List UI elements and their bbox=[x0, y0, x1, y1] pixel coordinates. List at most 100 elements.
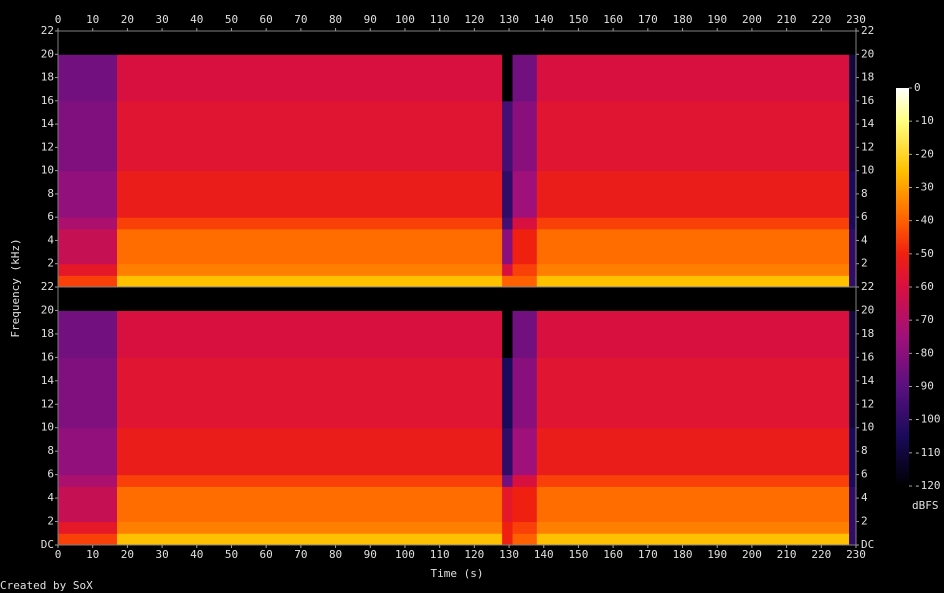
spectrogram-cell bbox=[502, 427, 514, 476]
spectrogram-cell bbox=[58, 275, 118, 288]
spectrogram-cell bbox=[58, 228, 118, 265]
spectrogram-cell bbox=[502, 100, 514, 172]
y-tick-label: 18 bbox=[41, 71, 54, 84]
x-axis-label: Time (s) bbox=[431, 567, 484, 580]
spectrogram-cell bbox=[58, 170, 118, 218]
y-tick-label: 14 bbox=[41, 117, 55, 130]
spectrogram-cell bbox=[512, 533, 538, 546]
x-tick-label-top: 60 bbox=[260, 13, 273, 26]
y-tick-label: 10 bbox=[41, 164, 54, 177]
colorbar-tick-label: -10 bbox=[914, 114, 934, 127]
y-tick-label: 8 bbox=[47, 187, 54, 200]
spectrogram-cell bbox=[58, 521, 118, 534]
y-tick-label-right: 6 bbox=[861, 468, 868, 481]
x-tick-label: 140 bbox=[534, 548, 554, 561]
y-tick-label-right: 16 bbox=[861, 350, 874, 363]
spectrogram-cell bbox=[116, 54, 503, 102]
colorbar-tick-label: -60 bbox=[914, 280, 934, 293]
spectrogram-cell bbox=[502, 287, 514, 311]
spectrogram-cell bbox=[116, 533, 503, 546]
y-tick-label-right: 12 bbox=[861, 397, 874, 410]
y-tick-label-right: 16 bbox=[861, 94, 874, 107]
spectrogram-cell bbox=[116, 287, 503, 311]
spectrogram-cell bbox=[502, 521, 514, 534]
spectrogram-cell bbox=[116, 275, 503, 288]
spectrogram-cell bbox=[536, 287, 850, 311]
colorbar-tick-label: -80 bbox=[914, 346, 934, 359]
x-tick-label-top: 190 bbox=[707, 13, 727, 26]
colorbar-tick-label: -40 bbox=[914, 214, 934, 227]
spectrogram-cell bbox=[536, 54, 850, 102]
x-tick-label-top: 180 bbox=[673, 13, 693, 26]
panel-frame bbox=[57, 286, 857, 546]
spectrogram-cell bbox=[849, 357, 857, 429]
spectrogram-cell bbox=[536, 486, 850, 523]
x-tick-label: 70 bbox=[294, 548, 307, 561]
spectrogram-cell bbox=[58, 427, 118, 476]
y-tick-label-right: 8 bbox=[861, 444, 868, 457]
x-tick-label: 0 bbox=[55, 548, 62, 561]
x-tick-label: 90 bbox=[364, 548, 377, 561]
y-tick-label: DC bbox=[41, 538, 54, 551]
x-tick-label: 230 bbox=[846, 548, 866, 561]
colorbar-tick-label: -110 bbox=[914, 446, 941, 459]
y-tick-label-right: 20 bbox=[861, 47, 874, 60]
x-tick-label-top: 220 bbox=[811, 13, 831, 26]
spectrogram-cell bbox=[849, 310, 857, 358]
y-tick-label-right: 4 bbox=[861, 491, 868, 504]
x-tick-label: 220 bbox=[811, 548, 831, 561]
x-tick-label: 50 bbox=[225, 548, 238, 561]
x-tick-label-top: 130 bbox=[499, 13, 519, 26]
spectrogram-cell bbox=[502, 31, 514, 55]
x-tick-label-top: 20 bbox=[121, 13, 134, 26]
x-tick-label: 100 bbox=[395, 548, 415, 561]
colorbar-tick-label: -120 bbox=[914, 479, 941, 492]
spectrogram-cell bbox=[116, 427, 503, 476]
spectrogram-cell bbox=[512, 217, 538, 230]
y-tick-label: 16 bbox=[41, 350, 54, 363]
x-tick-label: 20 bbox=[121, 548, 134, 561]
x-tick-label: 130 bbox=[499, 548, 519, 561]
y-tick-label: 12 bbox=[41, 140, 54, 153]
y-tick-label: 14 bbox=[41, 374, 55, 387]
colorbar-tick-label: 0 bbox=[914, 81, 921, 94]
x-tick-label-top: 50 bbox=[225, 13, 238, 26]
x-tick-label: 180 bbox=[673, 548, 693, 561]
spectrogram-cell bbox=[502, 170, 514, 218]
spectrogram-cell bbox=[116, 486, 503, 523]
x-tick-label-top: 200 bbox=[742, 13, 762, 26]
x-tick-label: 150 bbox=[568, 548, 588, 561]
spectrogram-cell bbox=[58, 54, 118, 102]
spectrogram-cell bbox=[536, 31, 850, 55]
x-tick-label: 120 bbox=[464, 548, 484, 561]
x-tick-label: 10 bbox=[86, 548, 99, 561]
spectrogram-cell bbox=[536, 474, 850, 487]
spectrogram-cell bbox=[536, 100, 850, 172]
y-tick-label-right: 12 bbox=[861, 140, 874, 153]
x-tick-label-top: 100 bbox=[395, 13, 415, 26]
spectrogram-cell bbox=[512, 100, 538, 172]
spectrogram-cell bbox=[536, 263, 850, 276]
spectrogram-cell bbox=[849, 263, 857, 276]
y-tick-label: 22 bbox=[41, 24, 54, 37]
spectrogram-cell bbox=[58, 357, 118, 429]
spectrogram-cell bbox=[502, 275, 514, 288]
x-tick-label-top: 210 bbox=[777, 13, 797, 26]
spectrogram-cell bbox=[536, 533, 850, 546]
spectrogram-cell bbox=[58, 486, 118, 523]
spectrogram-cell bbox=[536, 521, 850, 534]
x-tick-label: 110 bbox=[430, 548, 450, 561]
spectrogram-cell bbox=[512, 474, 538, 487]
y-tick-label: 16 bbox=[41, 94, 54, 107]
spectrogram-cell bbox=[116, 310, 503, 358]
y-tick-label-right: 22 bbox=[861, 24, 874, 37]
x-tick-label-top: 40 bbox=[190, 13, 203, 26]
spectrogram-cell bbox=[512, 228, 538, 265]
x-tick-label: 160 bbox=[603, 548, 623, 561]
colorbar-tick-label: -30 bbox=[914, 181, 934, 194]
spectrogram-cell bbox=[849, 287, 857, 311]
colorbar-tick-label: -50 bbox=[914, 247, 934, 260]
spectrogram-cell bbox=[116, 263, 503, 276]
x-tick-label: 40 bbox=[190, 548, 203, 561]
